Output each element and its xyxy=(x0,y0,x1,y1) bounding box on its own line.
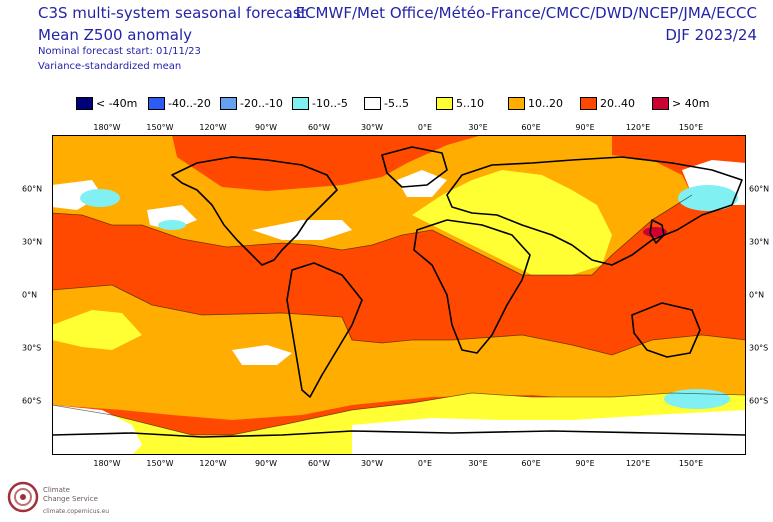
lon-tick-bottom: 150°W xyxy=(146,459,174,468)
legend-item-gt-40: > 40m xyxy=(652,96,709,110)
lon-tick-bottom: 30°W xyxy=(360,459,384,468)
legend-swatch xyxy=(364,96,381,110)
lon-tick-top: 90°W xyxy=(254,123,278,132)
coastline-africa xyxy=(413,219,531,354)
legend-label: 20..40 xyxy=(600,96,635,110)
lat-tick-left: 30°S xyxy=(22,343,42,353)
anomaly-region-m5-5 xyxy=(252,220,352,240)
legend-swatch xyxy=(148,96,165,110)
legend-swatch xyxy=(580,96,597,110)
lon-tick-top: 0°E xyxy=(417,123,433,132)
legend-item-m20-m10: -20..-10 xyxy=(220,96,283,110)
lon-tick-bottom: 150°E xyxy=(678,459,704,468)
title-line2: Mean Z500 anomaly xyxy=(38,26,193,44)
season-label: DJF 2023/24 xyxy=(665,26,757,44)
lat-tick-right: 60°S xyxy=(749,396,769,406)
title-line1: C3S multi-system seasonal forecast xyxy=(38,4,307,22)
lon-tick-bottom: 60°E xyxy=(521,459,541,468)
centres-label: ECMWF/Met Office/Météo-France/CMCC/DWD/N… xyxy=(295,4,757,22)
anomaly-region-m10-m5 xyxy=(158,220,186,230)
lat-tick-right: 30°S xyxy=(749,343,769,353)
lon-tick-bottom: 120°W xyxy=(199,459,227,468)
legend-swatch xyxy=(436,96,453,110)
map-frame xyxy=(52,135,746,455)
lon-tick-top: 30°E xyxy=(468,123,488,132)
logo-text-service: Change Service xyxy=(43,495,98,503)
legend-label: 5..10 xyxy=(456,96,484,110)
legend-item-5-10: 5..10 xyxy=(436,96,484,110)
anomaly-region-5-10 xyxy=(412,170,612,275)
legend-label: < -40m xyxy=(96,96,138,110)
anomaly-region-m10-m5 xyxy=(678,185,738,211)
lon-tick-bottom: 30°E xyxy=(468,459,488,468)
anomaly-region-m5-5 xyxy=(397,170,447,197)
legend-swatch xyxy=(220,96,237,110)
anomaly-region-m10-m5 xyxy=(664,389,730,409)
lon-tick-bottom: 120°E xyxy=(625,459,651,468)
lon-tick-top: 60°W xyxy=(307,123,331,132)
coastline-antarctica xyxy=(52,430,746,438)
coastline-japan xyxy=(649,219,665,244)
method-label: Variance-standardized mean xyxy=(38,61,182,72)
legend-label: 10..20 xyxy=(528,96,563,110)
coastline-north-america xyxy=(171,156,338,266)
legend-swatch xyxy=(76,96,93,110)
legend-swatch xyxy=(652,96,669,110)
lat-tick-right: 30°N xyxy=(749,237,770,247)
legend-label: -20..-10 xyxy=(240,96,283,110)
lon-tick-top: 180°W xyxy=(93,123,121,132)
logo-text-climate: Climate xyxy=(43,486,70,494)
anomaly-region-10-20 xyxy=(52,285,746,420)
legend-swatch xyxy=(508,96,525,110)
lat-tick-left: 0°N xyxy=(22,290,38,300)
lat-tick-left: 60°S xyxy=(22,396,42,406)
legend-label: -40..-20 xyxy=(168,96,211,110)
copernicus-logo: Climate Change Service climate.copernicu… xyxy=(6,478,126,520)
anomaly-region-gt-40 xyxy=(643,227,667,237)
lon-tick-top: 120°W xyxy=(199,123,227,132)
lon-tick-top: 150°W xyxy=(146,123,174,132)
legend-item-m40-m20: -40..-20 xyxy=(148,96,211,110)
lon-tick-top: 150°E xyxy=(678,123,704,132)
lat-tick-right: 0°N xyxy=(749,290,765,300)
legend-item-m10-m5: -10..-5 xyxy=(292,96,348,110)
lon-tick-bottom: 90°W xyxy=(254,459,278,468)
legend-item-lt-40: < -40m xyxy=(76,96,137,110)
coastline-australia xyxy=(631,302,701,358)
coastline-greenland xyxy=(381,146,448,188)
lon-tick-bottom: 60°W xyxy=(307,459,331,468)
legend-item-10-20: 10..20 xyxy=(508,96,563,110)
anomaly-region-m5-5 xyxy=(232,345,292,365)
legend-label: -5..5 xyxy=(384,96,409,110)
legend-item-20-40: 20..40 xyxy=(580,96,635,110)
anomaly-region-5-10 xyxy=(52,310,142,350)
coastline-europe-asia xyxy=(446,156,743,266)
lon-tick-top: 60°E xyxy=(521,123,541,132)
lon-tick-top: 120°E xyxy=(625,123,651,132)
legend-label: -10..-5 xyxy=(312,96,348,110)
forecast-start-label: Nominal forecast start: 01/11/23 xyxy=(38,46,201,57)
lon-tick-bottom: 90°E xyxy=(575,459,595,468)
anomaly-region-m10-m5 xyxy=(80,189,120,207)
coastline-south-america xyxy=(286,262,363,398)
lat-tick-left: 60°N xyxy=(22,184,43,194)
lon-tick-top: 90°E xyxy=(575,123,595,132)
anomaly-region-m5-5 xyxy=(352,410,746,455)
lon-tick-bottom: 0°E xyxy=(417,459,433,468)
legend-item-m5-5: -5..5 xyxy=(364,96,409,110)
lat-tick-right: 60°N xyxy=(749,184,770,194)
logo-url: climate.copernicus.eu xyxy=(43,508,110,515)
legend-label: > 40m xyxy=(672,96,710,110)
climate-change-service-icon xyxy=(7,481,39,513)
lon-tick-top: 30°W xyxy=(360,123,384,132)
lat-tick-left: 30°N xyxy=(22,237,43,247)
anomaly-region-m5-5 xyxy=(52,405,142,455)
anomaly-map xyxy=(52,135,746,455)
lon-tick-bottom: 180°W xyxy=(93,459,121,468)
legend-swatch xyxy=(292,96,309,110)
